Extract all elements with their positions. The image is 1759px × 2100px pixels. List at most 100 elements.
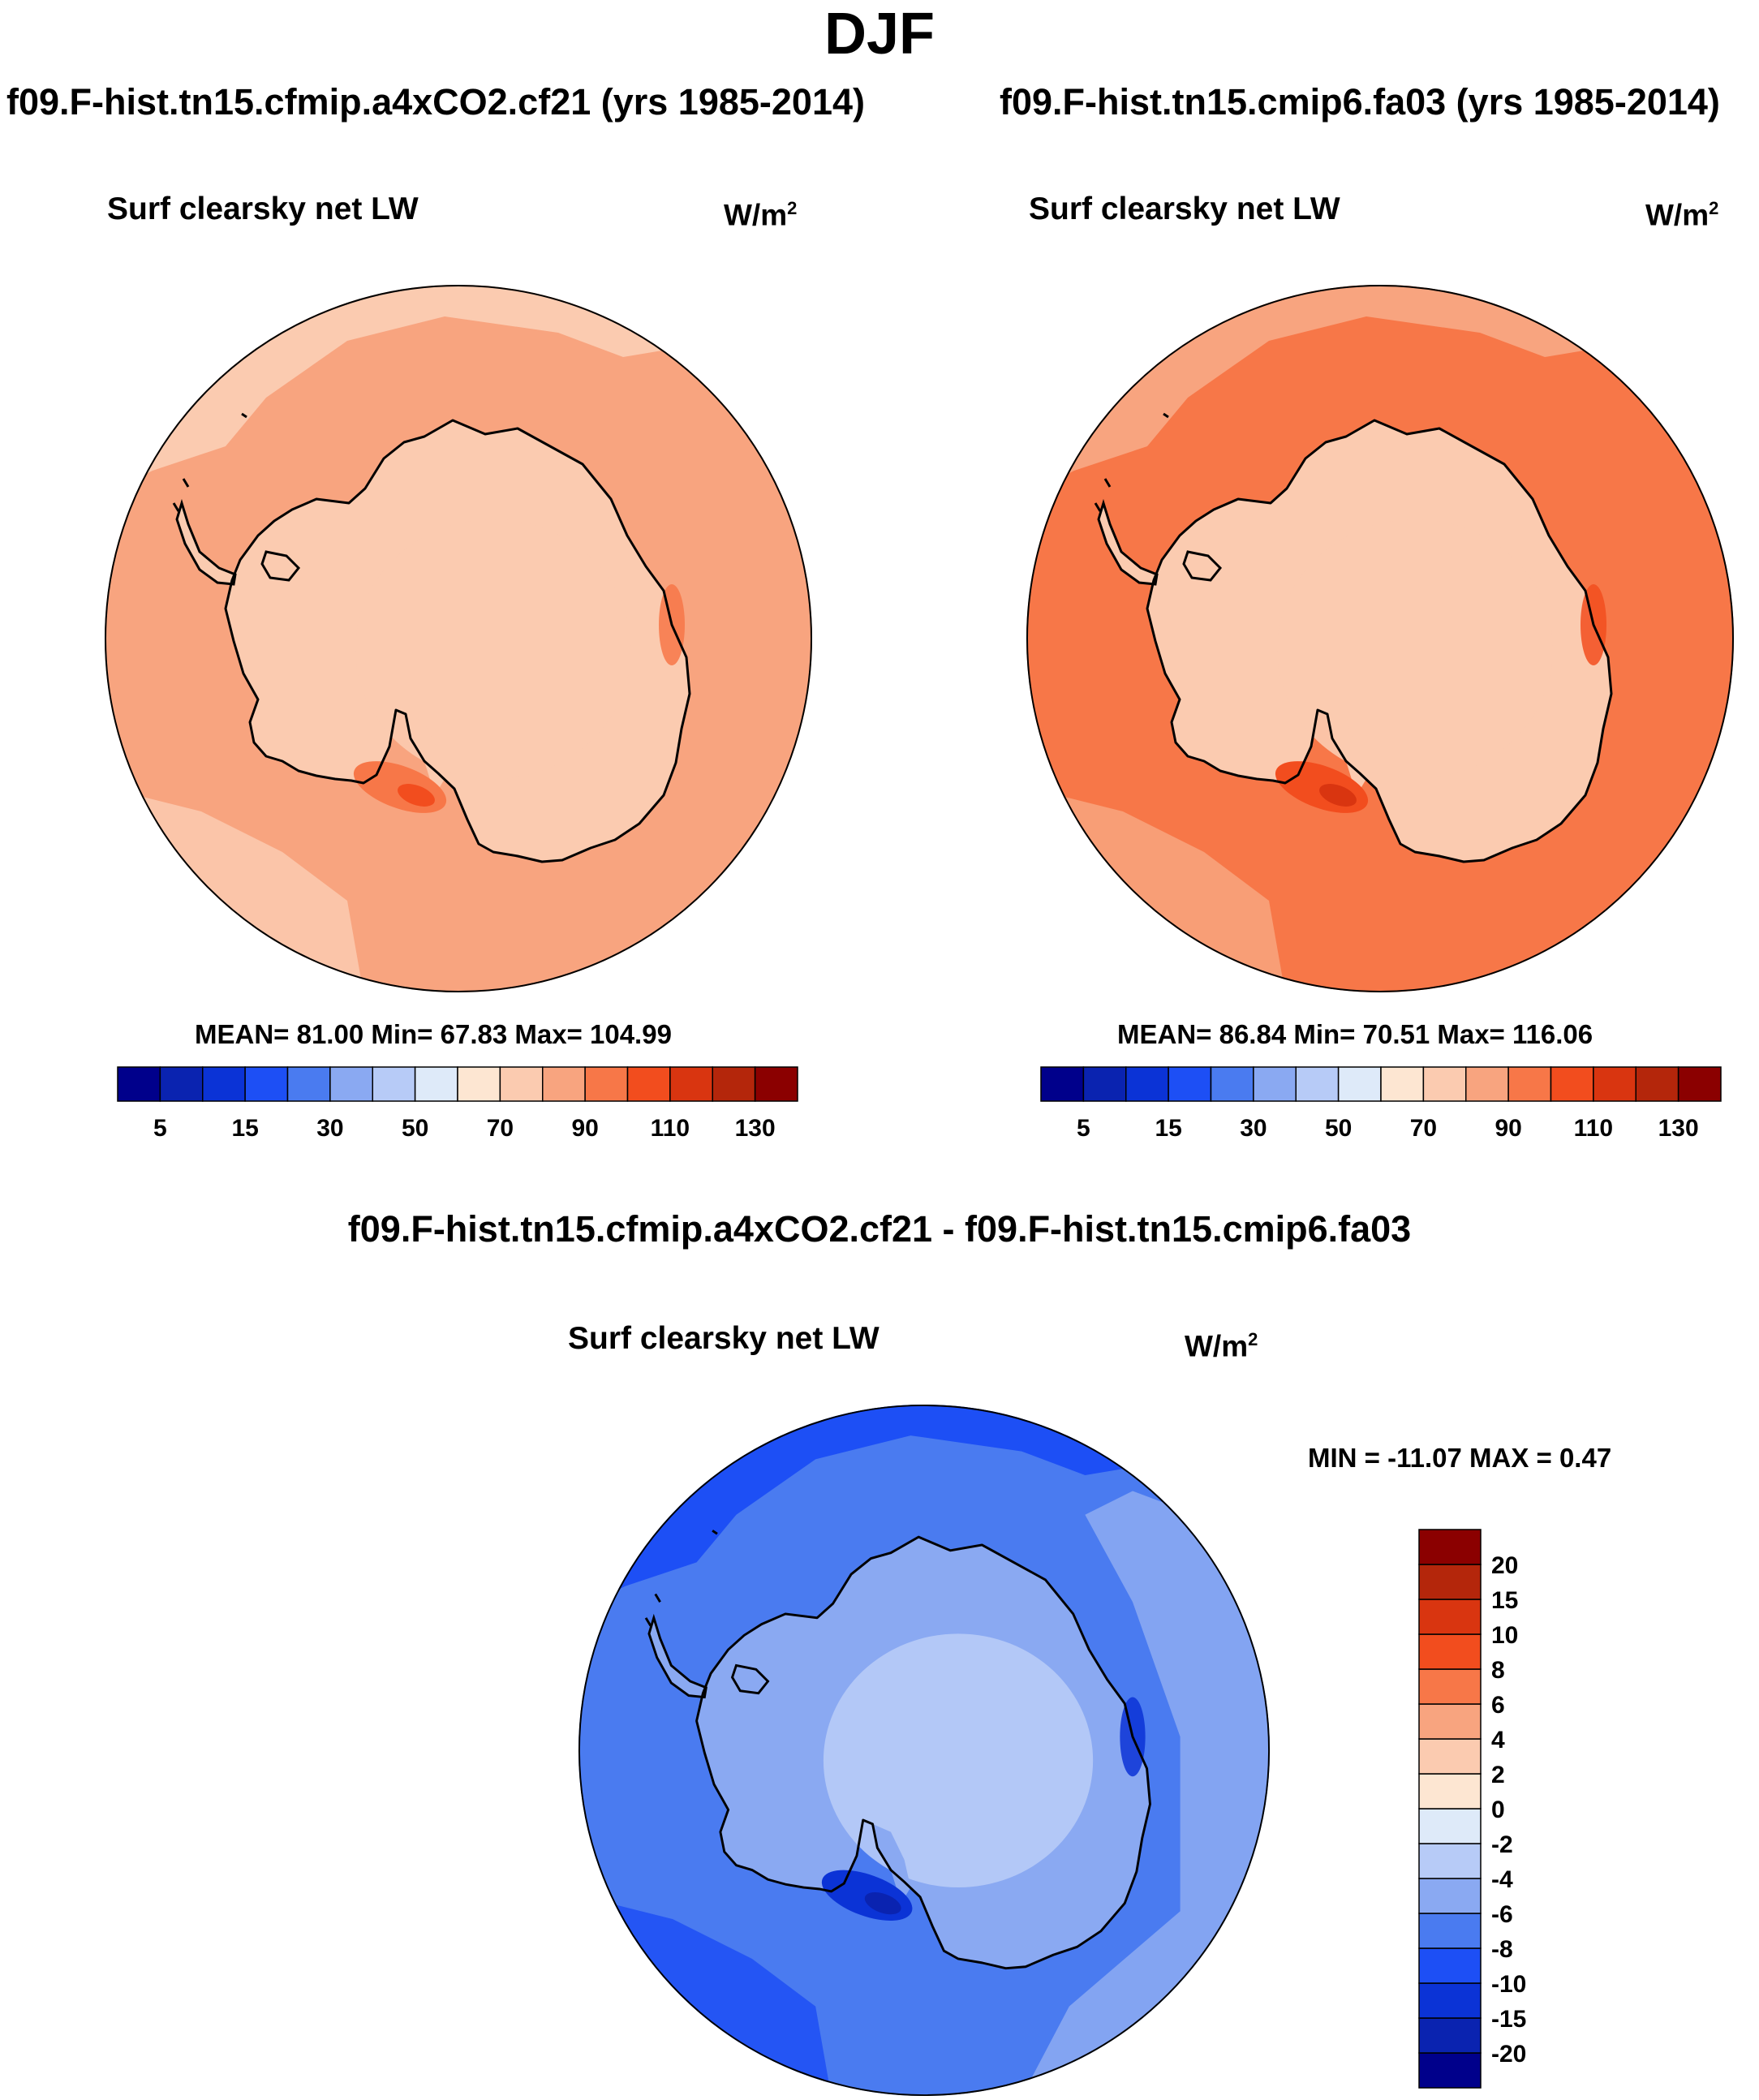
peninsula-coastline bbox=[175, 498, 237, 586]
colorbar-cell-2 bbox=[1418, 1982, 1482, 2019]
colorbar-cell-11 bbox=[1418, 1668, 1482, 1705]
colorbar-cell-1 bbox=[1418, 2017, 1482, 2054]
colorbar-tick-label: 20 bbox=[1491, 1552, 1518, 1579]
colorbar-cell-12 bbox=[626, 1066, 671, 1102]
colorbar-cell-12 bbox=[1418, 1633, 1482, 1670]
colorbar-cell-12 bbox=[1550, 1066, 1594, 1102]
ross-ice-shelf-fill bbox=[1327, 714, 1366, 795]
figure-season-title: DJF bbox=[824, 2, 935, 67]
difference-units: W/m2 bbox=[1185, 1329, 1258, 1363]
colorbar-cell-6 bbox=[1295, 1066, 1340, 1102]
colorbar-cell-2 bbox=[1125, 1066, 1169, 1102]
colorbar-cell-14 bbox=[712, 1066, 756, 1102]
colorbar-tick-label: 110 bbox=[651, 1115, 690, 1142]
colorbar-tick-label: 50 bbox=[402, 1115, 428, 1142]
ross-ice-shelf-fill bbox=[872, 1823, 911, 1904]
colorbar-cell-7 bbox=[414, 1066, 458, 1102]
colorbar-tick-label: 70 bbox=[1410, 1115, 1437, 1142]
colorbar-tick-label: 10 bbox=[1491, 1622, 1518, 1649]
peninsula-coastline bbox=[647, 1613, 707, 1699]
peninsula-fill bbox=[177, 503, 235, 584]
colorbar-cell-14 bbox=[1418, 1564, 1482, 1600]
colorbar-tick-label: 2 bbox=[1491, 1762, 1505, 1788]
colorbar-cell-4 bbox=[1210, 1066, 1254, 1102]
colorbar-cell-9 bbox=[499, 1066, 544, 1102]
difference-polar-map bbox=[578, 1404, 1271, 2097]
difference-title: f09.F-hist.tn15.cfmip.a4xCO2.cf21 - f09.… bbox=[347, 1208, 1412, 1250]
left-stats: MEAN= 81.00 Min= 67.83 Max= 104.99 bbox=[195, 1019, 672, 1049]
right-units: W/m2 bbox=[1645, 198, 1719, 232]
colorbar-tick-label: 15 bbox=[1491, 1587, 1518, 1614]
colorbar-tick-label: 5 bbox=[1077, 1115, 1090, 1142]
colorbar-cell-13 bbox=[1593, 1066, 1636, 1102]
colorbar-tick-label: 8 bbox=[1491, 1657, 1505, 1684]
colorbar-tick-label: 15 bbox=[231, 1115, 258, 1142]
colorbar-cell-4 bbox=[286, 1066, 331, 1102]
small-islands bbox=[644, 1530, 718, 1627]
colorbar-cell-15 bbox=[1418, 1529, 1482, 1565]
colorbar-cell-9 bbox=[1418, 1738, 1482, 1775]
colorbar-tick-label: -4 bbox=[1491, 1866, 1513, 1893]
contour-band-north bbox=[1026, 285, 1734, 495]
colorbar-cell-3 bbox=[1418, 1947, 1482, 1984]
colorbar-tick-label: 15 bbox=[1155, 1115, 1181, 1142]
colorbar-tick-label: 130 bbox=[735, 1115, 776, 1142]
colorbar-cell-2 bbox=[202, 1066, 246, 1102]
left-variable-title: Surf clearsky net LW bbox=[107, 191, 419, 226]
colorbar-cell-1 bbox=[159, 1066, 204, 1102]
coastal-highlight-core bbox=[398, 784, 435, 807]
difference-stats: MIN = -11.07 MAX = 0.47 bbox=[1308, 1443, 1612, 1473]
colorbar-tick-label: 90 bbox=[1495, 1115, 1521, 1142]
colorbar-tick-label: -20 bbox=[1491, 2041, 1526, 2068]
colorbar-cell-10 bbox=[542, 1066, 586, 1102]
colorbar-cell-0 bbox=[1418, 2052, 1482, 2089]
colorbar-tick-label: 110 bbox=[1574, 1115, 1613, 1142]
colorbar-cell-6 bbox=[1418, 1843, 1482, 1879]
colorbar-cell-8 bbox=[1380, 1066, 1425, 1102]
colorbar-tick-label: 0 bbox=[1491, 1797, 1505, 1823]
colorbar-cell-10 bbox=[1465, 1066, 1509, 1102]
ross-ice-shelf-fill bbox=[406, 714, 445, 795]
colorbar-tick-label: 5 bbox=[153, 1115, 167, 1142]
antarctica-coastline bbox=[695, 1535, 1151, 1970]
colorbar-cell-14 bbox=[1635, 1066, 1679, 1102]
island-coastline bbox=[730, 1663, 770, 1695]
small-islands bbox=[1094, 412, 1169, 512]
colorbar-tick-label: 4 bbox=[1491, 1727, 1505, 1754]
colorbar-tick-label: 50 bbox=[1325, 1115, 1352, 1142]
colorbar-cell-10 bbox=[1418, 1703, 1482, 1740]
right-colorbar: 5 15 30 50 70 90 110 130 bbox=[1040, 1066, 1722, 1142]
colorbar-cell-13 bbox=[1418, 1599, 1482, 1635]
left-polar-map bbox=[105, 285, 812, 992]
colorbar-tick-label: -8 bbox=[1491, 1936, 1513, 1963]
right-variable-title: Surf clearsky net LW bbox=[1029, 191, 1340, 226]
colorbar-tick-label: 30 bbox=[316, 1115, 343, 1142]
colorbar-tick-label: 70 bbox=[487, 1115, 514, 1142]
island-coastline bbox=[260, 550, 301, 582]
colorbar-cell-9 bbox=[1422, 1066, 1467, 1102]
peninsula-coastline bbox=[1097, 498, 1159, 586]
colorbar-cell-11 bbox=[584, 1066, 629, 1102]
right-stats: MEAN= 86.84 Min= 70.51 Max= 116.06 bbox=[1117, 1019, 1593, 1049]
colorbar-tick-label: -6 bbox=[1491, 1901, 1513, 1928]
colorbar-cell-1 bbox=[1082, 1066, 1127, 1102]
colorbar-tick-label: -15 bbox=[1491, 2006, 1526, 2033]
colorbar-cell-8 bbox=[1418, 1773, 1482, 1810]
colorbar-cell-5 bbox=[329, 1066, 373, 1102]
peninsula-fill bbox=[1099, 503, 1157, 584]
antarctica-coastline bbox=[1146, 419, 1613, 863]
colorbar-cell-0 bbox=[117, 1066, 161, 1102]
island-coastline bbox=[1182, 550, 1223, 582]
colorbar-tick-label: -10 bbox=[1491, 1971, 1526, 1998]
map-boundary bbox=[1026, 285, 1734, 992]
plateau-field bbox=[1277, 519, 1553, 779]
colorbar-tick-label: -2 bbox=[1491, 1831, 1513, 1858]
coastal-highlight-core bbox=[864, 1891, 901, 1915]
plateau-field bbox=[355, 519, 631, 779]
colorbar-cell-7 bbox=[1337, 1066, 1382, 1102]
small-islands bbox=[172, 412, 247, 512]
colorbar-cell-15 bbox=[754, 1066, 798, 1102]
difference-variable-title: Surf clearsky net LW bbox=[568, 1321, 880, 1356]
colorbar-cell-7 bbox=[1418, 1808, 1482, 1844]
